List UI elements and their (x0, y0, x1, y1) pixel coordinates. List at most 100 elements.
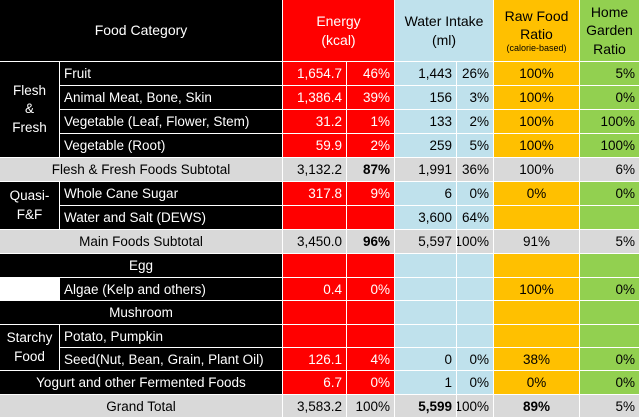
home-garden-ratio: 0% (580, 348, 640, 371)
energy-value (283, 254, 347, 278)
energy-value: 59.9 (283, 134, 347, 158)
water-value: 156 (395, 86, 457, 110)
water-header-line1: Water Intake (404, 13, 484, 30)
raw-ratio (494, 301, 580, 325)
water-value: 6 (395, 182, 457, 206)
home-header-line2: Garden (586, 22, 633, 39)
group-flesh-fresh-line3: Fresh (12, 119, 47, 135)
water-value: 259 (395, 134, 457, 158)
water-percent: 3% (457, 86, 494, 110)
energy-header-line1: Energy (316, 13, 361, 30)
home-garden-ratio (580, 325, 640, 348)
home-header-line1: Home (590, 4, 629, 21)
home-garden-header: Home Garden Ratio (580, 0, 640, 62)
home-garden-ratio: 5% (580, 395, 640, 418)
row-label: Potato, Pumpkin (60, 325, 283, 348)
raw-ratio: 38% (494, 348, 580, 371)
raw-ratio: 0% (494, 182, 580, 206)
row-label: Main Foods Subtotal (0, 230, 283, 254)
raw-header-line3: (calorie-based) (506, 43, 567, 54)
energy-value: 3,450.0 (283, 230, 347, 254)
group-quasi-ff: Quasi- F&F (0, 182, 60, 230)
group-quasi-ff-line1: Quasi- (9, 188, 50, 204)
water-percent: 2% (457, 110, 494, 134)
water-percent: 0% (457, 371, 494, 395)
raw-ratio: 91% (494, 230, 580, 254)
home-garden-ratio: 100% (580, 110, 640, 134)
water-value: 133 (395, 110, 457, 134)
energy-percent: 96% (347, 230, 395, 254)
row-label: Seed(Nut, Bean, Grain, Plant Oil) (60, 348, 283, 371)
raw-header-line2: Ratio (520, 26, 553, 43)
energy-percent: 46% (347, 62, 395, 86)
water-value: 1,443 (395, 62, 457, 86)
group-quasi-ff-line2: F&F (16, 206, 43, 222)
home-garden-ratio: 6% (580, 158, 640, 182)
raw-ratio: 100% (494, 278, 580, 301)
energy-percent: 0% (347, 371, 395, 395)
row-label: Vegetable (Root) (60, 134, 283, 158)
energy-percent (347, 325, 395, 348)
home-garden-ratio (580, 206, 640, 230)
raw-ratio: 0% (494, 371, 580, 395)
home-garden-ratio: 0% (580, 182, 640, 206)
energy-percent: 2% (347, 134, 395, 158)
raw-ratio: 100% (494, 62, 580, 86)
water-value (395, 278, 457, 301)
group-starchy-food-line1: Starchy (6, 330, 53, 346)
energy-percent: 9% (347, 182, 395, 206)
water-value: 1,991 (395, 158, 457, 182)
home-garden-ratio (580, 254, 640, 278)
home-header-line3: Ratio (593, 40, 626, 57)
home-garden-ratio: 5% (580, 230, 640, 254)
water-header: Water Intake (ml) (395, 0, 494, 62)
home-garden-ratio: 5% (580, 62, 640, 86)
water-value (395, 254, 457, 278)
energy-percent: 1% (347, 110, 395, 134)
raw-ratio: 100% (494, 110, 580, 134)
row-label: Grand Total (0, 395, 283, 418)
water-value (395, 325, 457, 348)
raw-ratio-header: Raw Food Ratio (calorie-based) (494, 0, 580, 62)
water-percent: 36% (457, 158, 494, 182)
energy-percent: 100% (347, 395, 395, 418)
water-percent (457, 325, 494, 348)
raw-ratio: 100% (494, 86, 580, 110)
water-percent: 5% (457, 134, 494, 158)
group-flesh-fresh: Flesh & Fresh (0, 62, 60, 158)
row-label: Yogurt and other Fermented Foods (0, 371, 283, 395)
water-percent: 0% (457, 348, 494, 371)
energy-value: 3,132.2 (283, 158, 347, 182)
water-percent: 0% (457, 182, 494, 206)
energy-value: 31.2 (283, 110, 347, 134)
water-header-line2: (ml) (431, 31, 457, 48)
group-flesh-fresh-line1: Flesh (12, 83, 46, 99)
water-percent: 64% (457, 206, 494, 230)
food-category-header: Food Category (0, 0, 283, 62)
home-garden-ratio: 0% (580, 278, 640, 301)
home-garden-ratio: 100% (580, 134, 640, 158)
energy-value: 1,386.4 (283, 86, 347, 110)
water-percent (457, 278, 494, 301)
group-flesh-fresh-line2: & (24, 101, 34, 117)
row-label: Mushroom (0, 301, 283, 325)
energy-value: 0.4 (283, 278, 347, 301)
energy-value: 126.1 (283, 348, 347, 371)
water-value: 3,600 (395, 206, 457, 230)
raw-ratio: 100% (494, 134, 580, 158)
energy-header-line2: (kcal) (321, 31, 356, 48)
water-value (395, 301, 457, 325)
energy-percent (347, 254, 395, 278)
row-label: Water and Salt (DEWS) (60, 206, 283, 230)
water-value: 5,599 (395, 395, 457, 418)
home-garden-ratio (580, 301, 640, 325)
raw-ratio (494, 254, 580, 278)
water-value: 5,597 (395, 230, 457, 254)
raw-ratio (494, 325, 580, 348)
water-value: 0 (395, 348, 457, 371)
water-percent: 100% (457, 395, 494, 418)
row-label: Animal Meat, Bone, Skin (60, 86, 283, 110)
row-label: Vegetable (Leaf, Flower, Stem) (60, 110, 283, 134)
energy-value: 1,654.7 (283, 62, 347, 86)
